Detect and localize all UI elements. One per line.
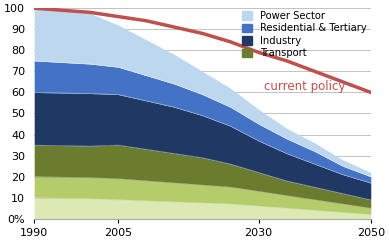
Legend: Power Sector, Residential & Tertiary, Industry, Transport: Power Sector, Residential & Tertiary, In… [240,9,369,60]
Text: current policy: current policy [264,80,345,93]
